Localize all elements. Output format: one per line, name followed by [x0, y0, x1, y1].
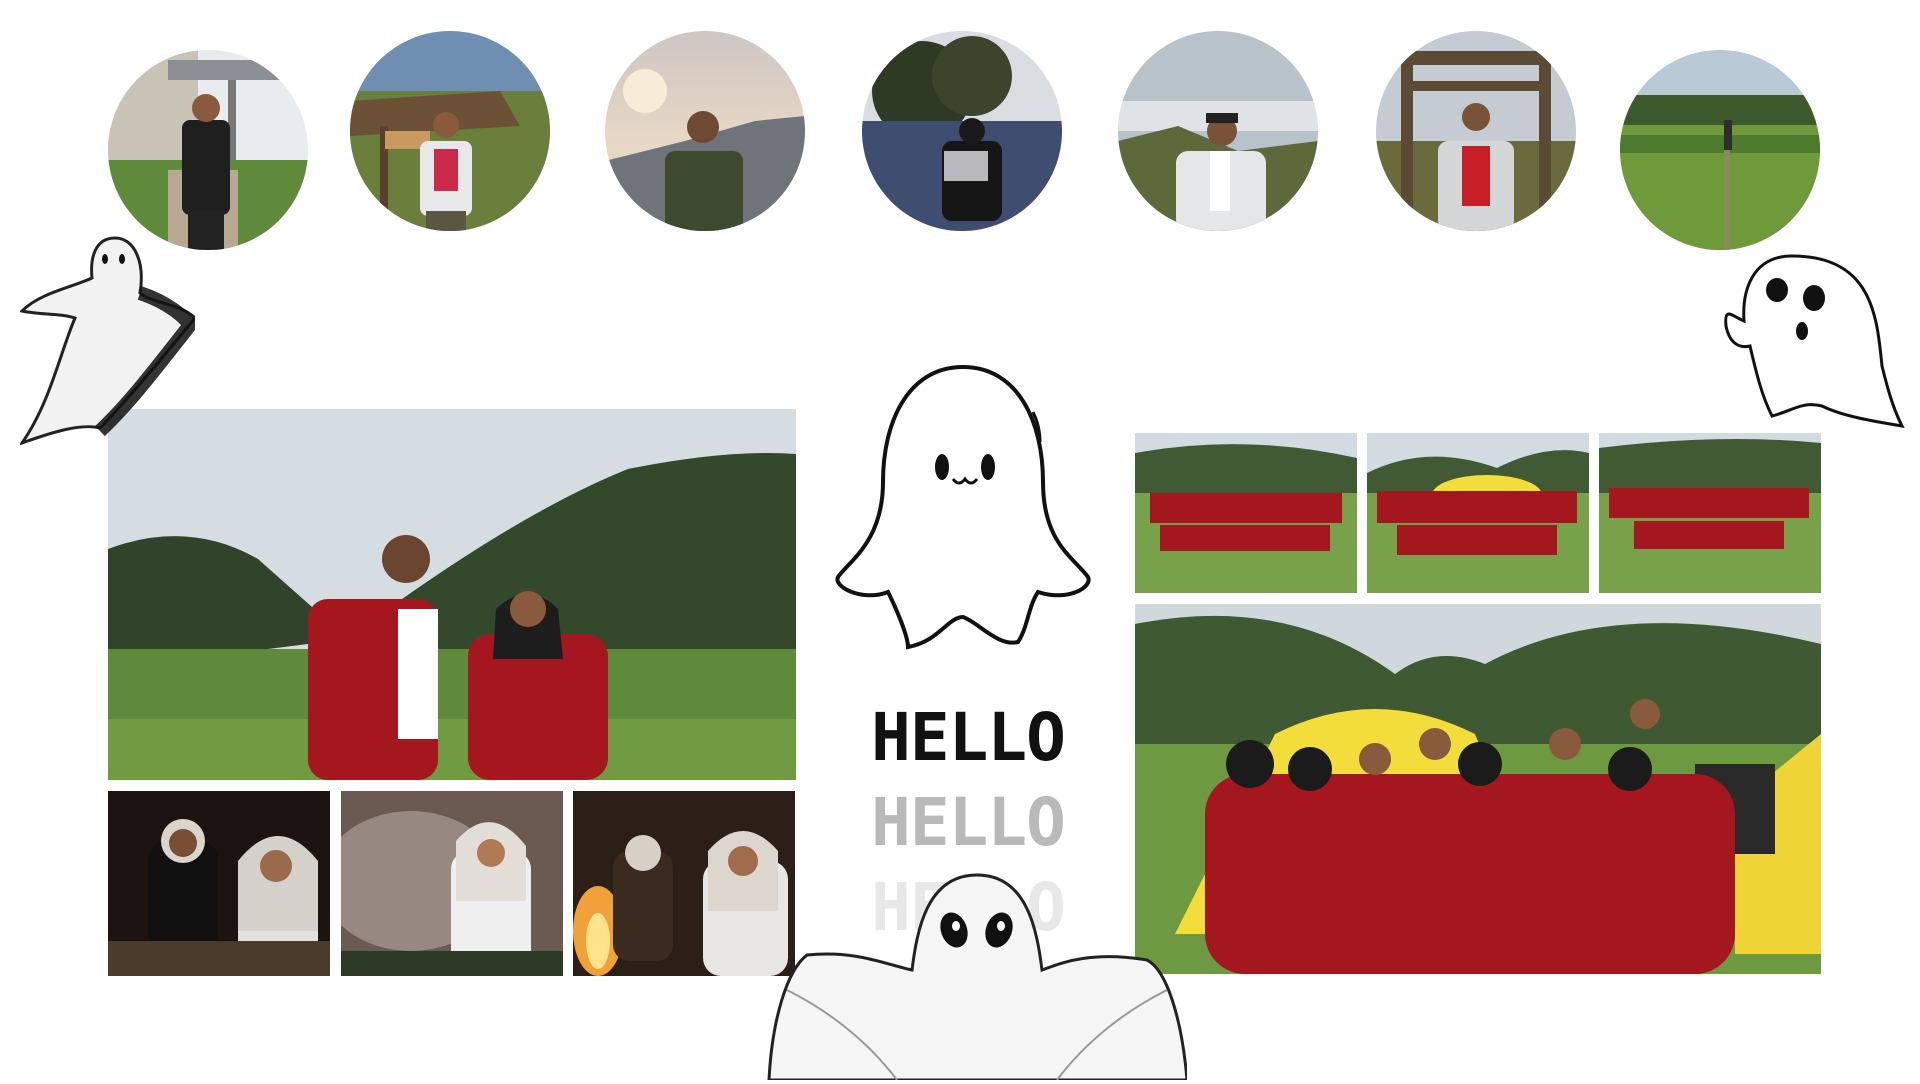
profile-photo-6 — [1376, 31, 1576, 231]
ghost-icon — [1722, 246, 1917, 436]
night-photo-1 — [108, 791, 330, 976]
ghost-icon — [767, 870, 1189, 1082]
ghost-icon — [18, 233, 199, 448]
profile-photo-2 — [350, 31, 550, 231]
hello-text-mid: HELLO — [871, 784, 1066, 861]
profile-photo-1 — [108, 50, 308, 250]
group-photo-top-3 — [1599, 433, 1821, 593]
profile-photo-7 — [1620, 50, 1820, 250]
group-photo-camp — [1135, 604, 1821, 974]
group-photo-duo — [108, 409, 796, 780]
hello-text-bold: HELLO — [871, 699, 1066, 776]
night-photo-2 — [341, 791, 563, 976]
group-photo-top-2 — [1367, 433, 1589, 593]
profile-photo-4 — [862, 31, 1062, 231]
night-photo-3 — [573, 791, 795, 976]
profile-photo-3 — [605, 31, 805, 231]
group-photo-top-1 — [1135, 433, 1357, 593]
ghost-icon — [828, 362, 1098, 662]
profile-photo-5 — [1118, 31, 1318, 231]
